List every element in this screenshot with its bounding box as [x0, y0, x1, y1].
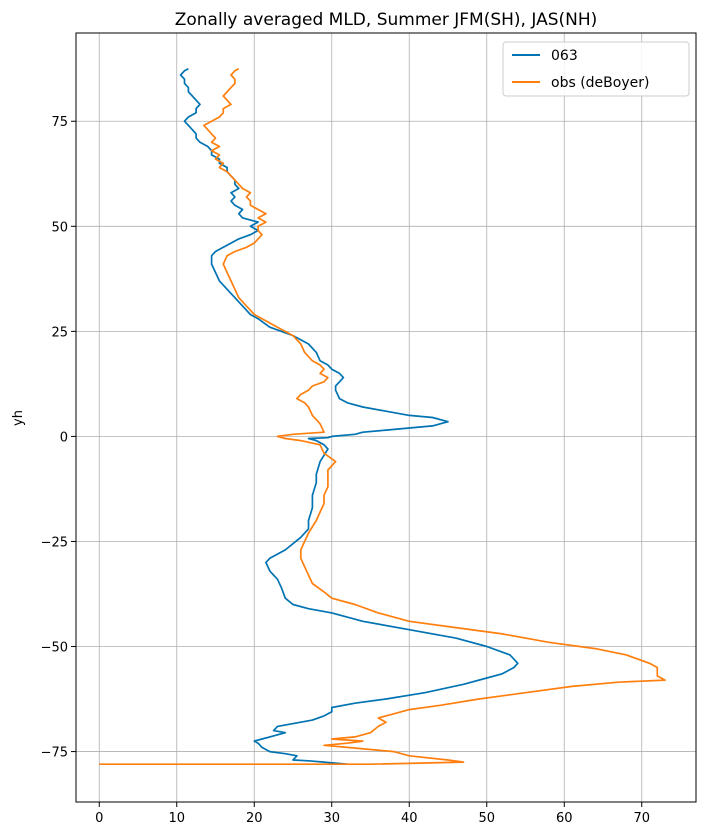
- series-lines: [99, 67, 666, 766]
- y-tick-label: −75: [41, 746, 68, 761]
- legend-box: [502, 41, 690, 97]
- y-tick-label: 50: [51, 220, 68, 235]
- x-tick-label: 60: [556, 811, 573, 826]
- y-axis-label: yh: [11, 410, 26, 426]
- x-tick-label: 20: [246, 811, 263, 826]
- x-tick-label: 0: [95, 811, 103, 826]
- x-tick-label: 40: [401, 811, 418, 826]
- x-tick-label: 70: [633, 811, 650, 826]
- legend: 063 obs (deBoyer): [502, 41, 690, 97]
- axis-ticks: 0 10 20 30 40 50 60 70 −75 −50 −25 0 25 50 75: [41, 115, 650, 826]
- series-line-obs-deboyer: [99, 67, 666, 766]
- grid: [76, 33, 696, 802]
- plot-frame: [75, 32, 697, 803]
- chart-title: Zonally averaged MLD, Summer JFM(SH), JA…: [175, 10, 598, 30]
- y-tick-label: 0: [60, 430, 68, 445]
- y-tick-label: 25: [51, 325, 68, 340]
- x-tick-label: 10: [168, 811, 185, 826]
- y-tick-label: −50: [41, 641, 68, 656]
- x-tick-label: 50: [478, 811, 495, 826]
- y-tick-label: −25: [41, 535, 68, 550]
- legend-label-063: 063: [551, 48, 578, 64]
- series-line-063: [179, 67, 519, 766]
- x-tick-label: 30: [323, 811, 340, 826]
- legend-label-obs: obs (deBoyer): [551, 75, 649, 91]
- y-tick-label: 75: [51, 115, 68, 130]
